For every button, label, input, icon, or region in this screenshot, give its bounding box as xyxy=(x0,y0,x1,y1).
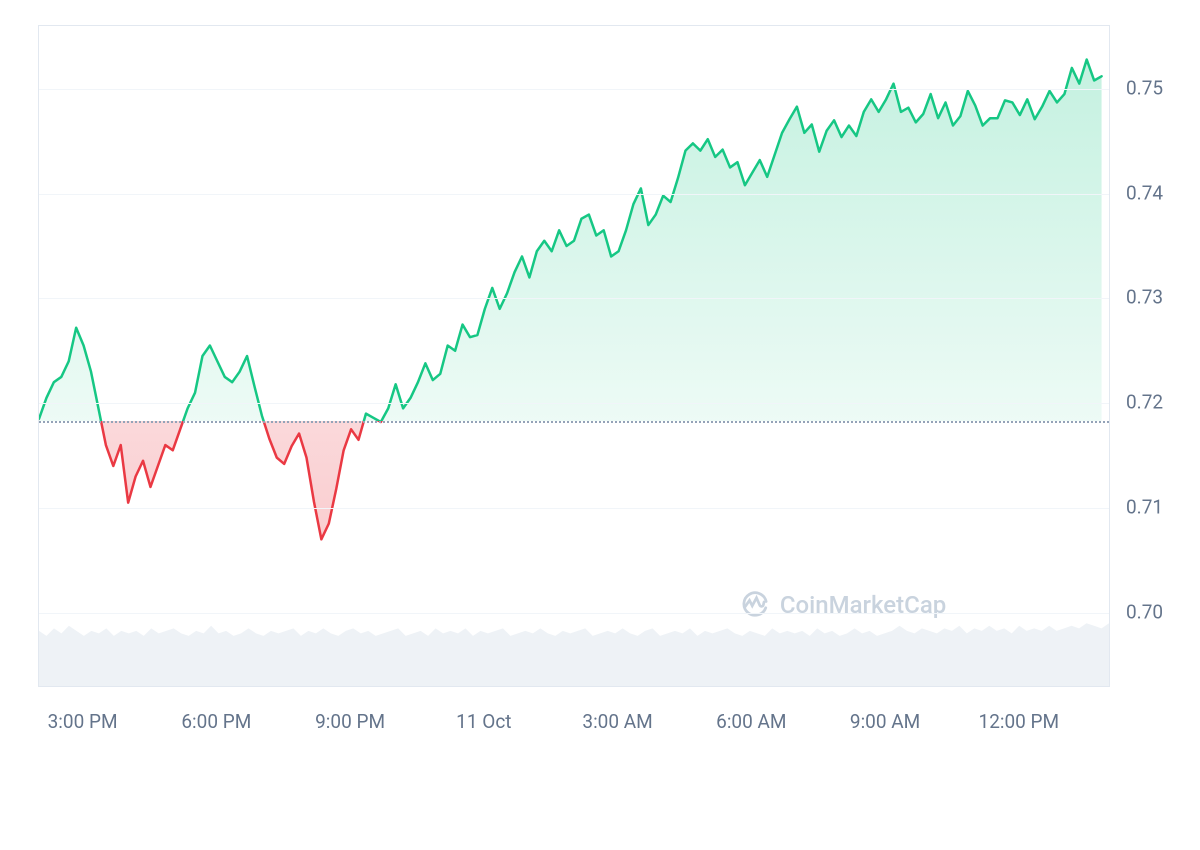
gridline xyxy=(39,403,1109,404)
x-axis-labels: 3:00 PM 6:00 PM 9:00 PM 11 Oct 3:00 AM 6:00 A… xyxy=(38,710,1108,740)
watermark: CoinMarketCap xyxy=(740,590,946,620)
area-above-baseline xyxy=(39,60,1102,540)
gridline xyxy=(39,89,1109,90)
gridline xyxy=(39,508,1109,509)
watermark-text: CoinMarketCap xyxy=(780,591,946,619)
x-tick-label: 9:00 AM xyxy=(850,710,920,733)
x-tick-label: 11 Oct xyxy=(456,710,511,733)
x-tick-label: 6:00 PM xyxy=(181,710,251,733)
y-tick-label: 0.70 xyxy=(1126,600,1196,623)
y-tick-label: 0.71 xyxy=(1126,495,1196,518)
gridline xyxy=(39,613,1109,614)
x-axis xyxy=(0,810,1200,850)
price-chart[interactable]: CoinMarketCap xyxy=(38,25,1110,687)
y-tick-label: 0.73 xyxy=(1126,286,1196,309)
coinmarketcap-icon xyxy=(740,590,770,620)
x-tick-label: 3:00 AM xyxy=(582,710,652,733)
volume-area xyxy=(39,623,1109,686)
x-tick-label: 12:00 PM xyxy=(979,710,1060,733)
x-tick-label: 6:00 AM xyxy=(716,710,786,733)
y-tick-label: 0.75 xyxy=(1126,76,1196,99)
x-tick-label: 9:00 PM xyxy=(315,710,385,733)
chart-svg xyxy=(39,26,1109,686)
y-tick-label: 0.74 xyxy=(1126,181,1196,204)
y-axis-labels: 0.70 0.71 0.72 0.73 0.74 0.75 xyxy=(1126,25,1196,685)
baseline xyxy=(39,421,1109,423)
y-tick-label: 0.72 xyxy=(1126,391,1196,414)
gridline xyxy=(39,298,1109,299)
gridline xyxy=(39,194,1109,195)
x-tick-label: 3:00 PM xyxy=(48,710,118,733)
